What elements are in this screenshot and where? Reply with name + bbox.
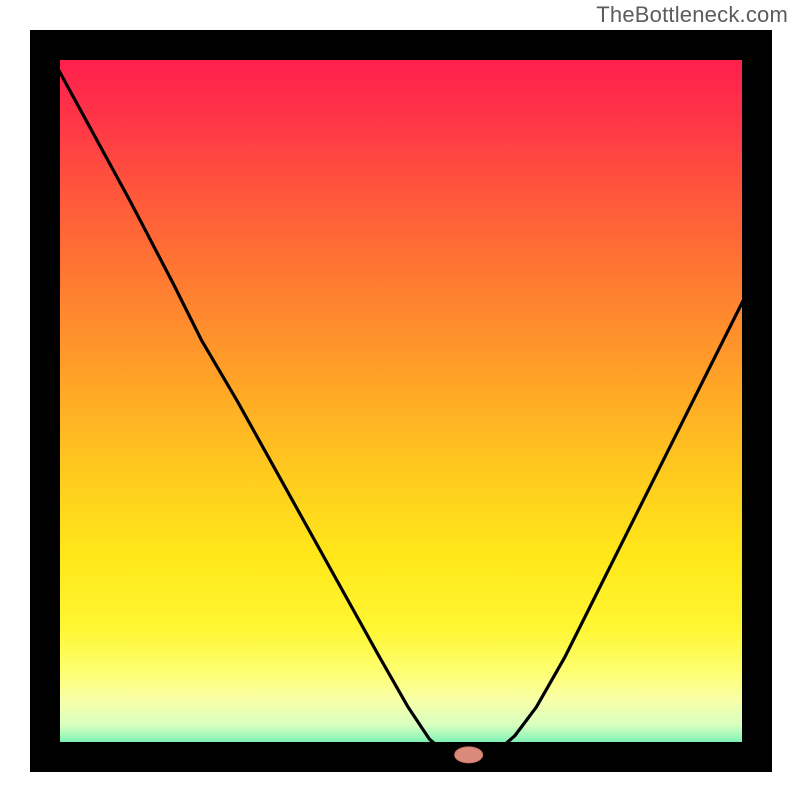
watermark-text: TheBottleneck.com bbox=[596, 2, 788, 28]
optimal-marker bbox=[455, 747, 483, 763]
bottleneck-chart bbox=[0, 0, 800, 800]
plot-background bbox=[45, 45, 757, 757]
chart-container: TheBottleneck.com bbox=[0, 0, 800, 800]
